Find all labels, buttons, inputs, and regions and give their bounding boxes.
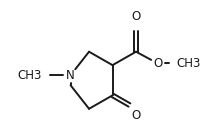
Text: O: O bbox=[131, 10, 141, 23]
Text: CH3: CH3 bbox=[176, 57, 201, 70]
Text: CH3: CH3 bbox=[18, 69, 42, 82]
Text: N: N bbox=[66, 69, 75, 82]
Text: O: O bbox=[153, 57, 163, 70]
Text: O: O bbox=[131, 109, 141, 122]
